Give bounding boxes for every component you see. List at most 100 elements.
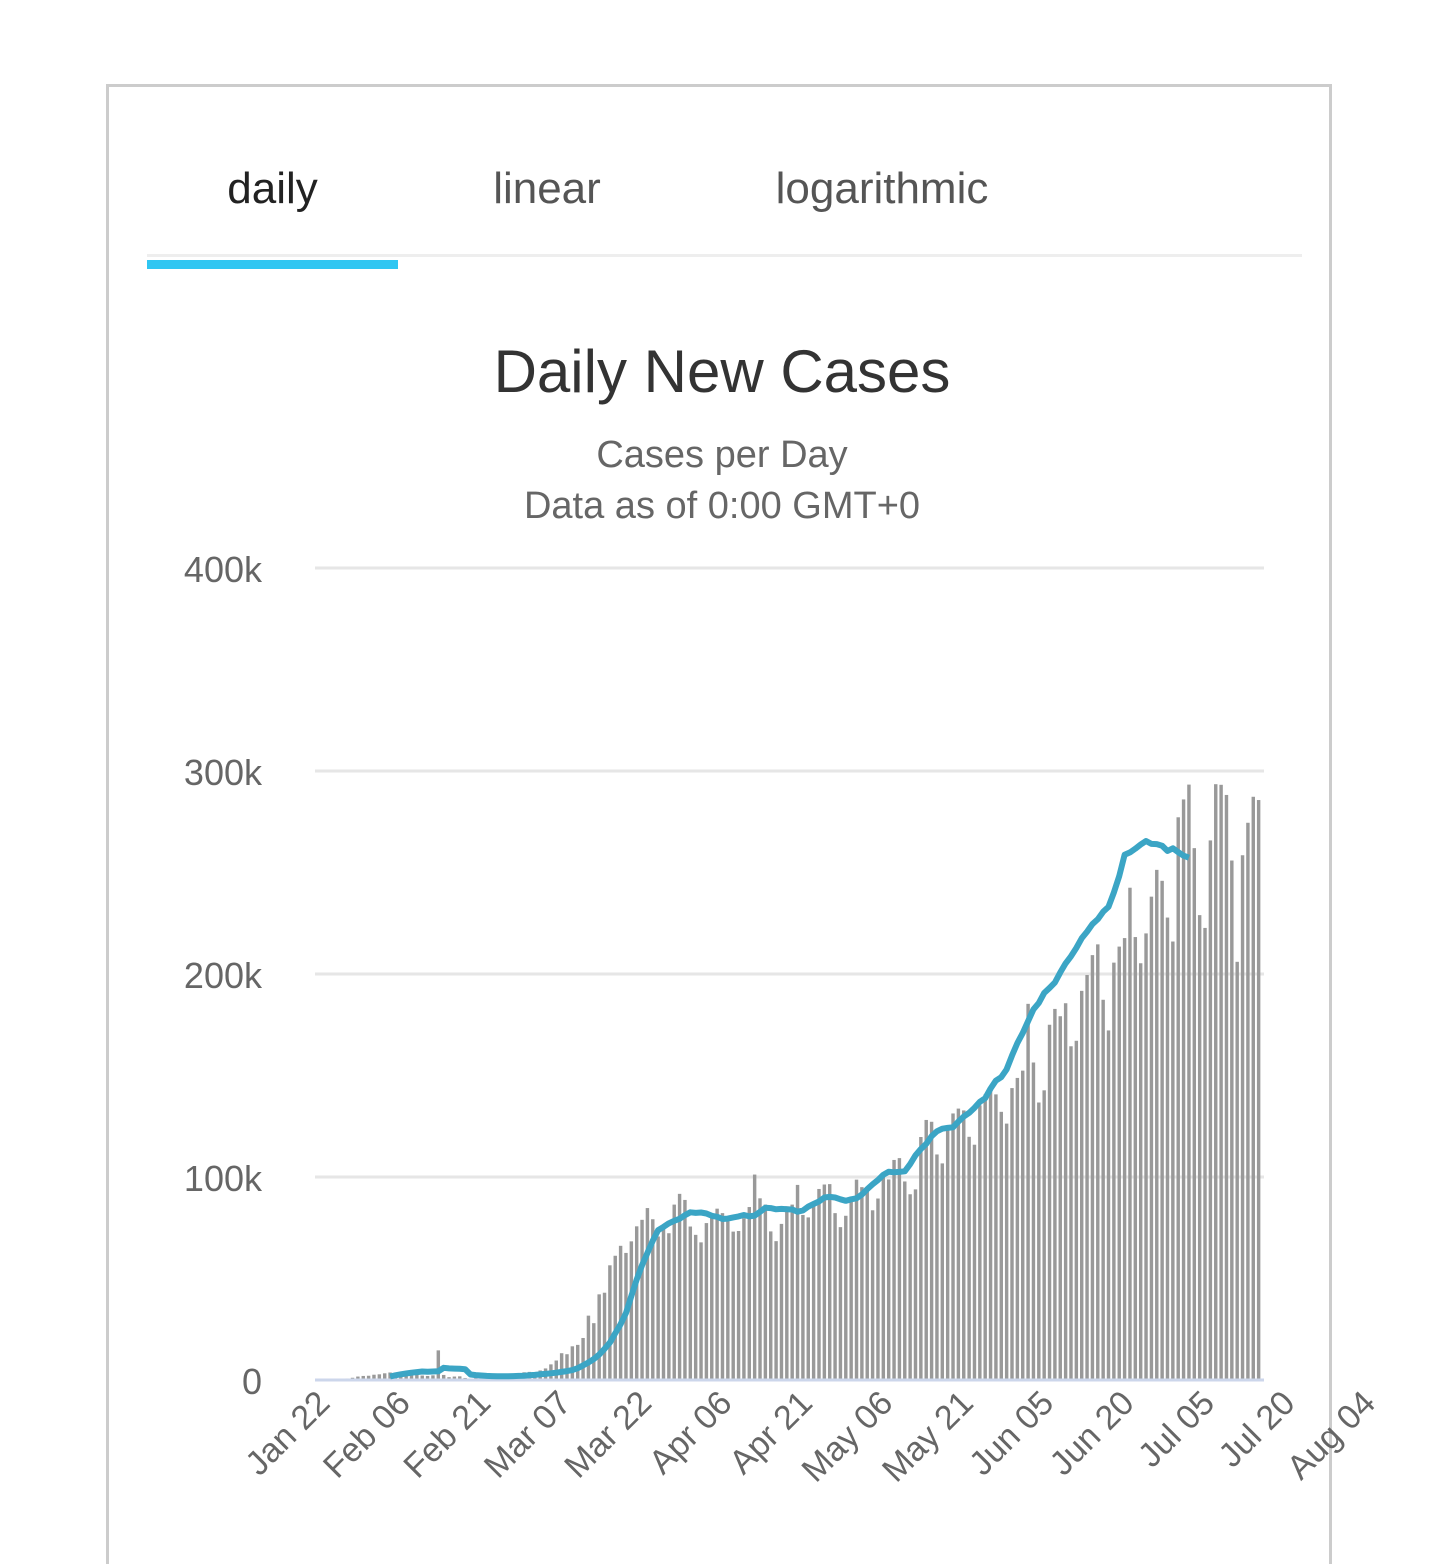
- bar: [737, 1231, 740, 1380]
- bar: [780, 1224, 783, 1380]
- x-tick-label: Mar 22: [557, 1384, 659, 1486]
- x-tick-label: Mar 07: [477, 1384, 579, 1486]
- bar: [807, 1217, 810, 1380]
- bar: [715, 1209, 718, 1380]
- bar: [1075, 1041, 1078, 1380]
- bar: [608, 1265, 611, 1380]
- x-tick-label: Feb 06: [316, 1384, 418, 1486]
- bar: [823, 1185, 826, 1380]
- bar: [1230, 861, 1233, 1380]
- x-tick-label: Feb 21: [396, 1384, 498, 1486]
- y-tick-label: 100k: [184, 1158, 263, 1199]
- bar: [1134, 937, 1137, 1380]
- bar: [640, 1220, 643, 1380]
- bar: [576, 1345, 579, 1380]
- bar: [833, 1213, 836, 1380]
- bar: [935, 1154, 938, 1380]
- bar: [1080, 991, 1083, 1380]
- bar: [946, 1130, 949, 1380]
- bar: [742, 1218, 745, 1380]
- bar: [1214, 784, 1217, 1380]
- bar: [957, 1109, 960, 1380]
- bar: [1155, 870, 1158, 1380]
- bar: [753, 1175, 756, 1380]
- bar: [614, 1256, 617, 1380]
- bar: [673, 1205, 676, 1380]
- bar: [1000, 1112, 1003, 1380]
- bar: [1203, 928, 1206, 1380]
- bar: [1026, 1004, 1029, 1380]
- bar: [1246, 823, 1249, 1380]
- bar: [1069, 1046, 1072, 1380]
- x-tick-label: Jun 05: [962, 1384, 1061, 1483]
- bar: [1144, 933, 1147, 1380]
- bar: [699, 1242, 702, 1380]
- bar: [1182, 799, 1185, 1380]
- bar: [1112, 963, 1115, 1380]
- bar: [1241, 855, 1244, 1380]
- bar: [774, 1241, 777, 1380]
- y-tick-label: 300k: [184, 752, 263, 793]
- bar: [587, 1316, 590, 1380]
- bar: [1107, 1030, 1110, 1380]
- bar: [603, 1293, 606, 1380]
- bar: [731, 1232, 734, 1380]
- bar: [860, 1187, 863, 1380]
- y-tick-label: 0: [242, 1361, 262, 1402]
- bar: [694, 1235, 697, 1380]
- bar: [828, 1184, 831, 1380]
- bar: [646, 1208, 649, 1380]
- bar: [876, 1199, 879, 1380]
- bar: [903, 1181, 906, 1380]
- bar: [1139, 963, 1142, 1380]
- bar: [1101, 1000, 1104, 1380]
- bar: [1085, 975, 1088, 1380]
- bar: [1096, 944, 1099, 1380]
- bar: [973, 1145, 976, 1380]
- bar: [983, 1094, 986, 1380]
- bar: [898, 1158, 901, 1380]
- bar: [597, 1294, 600, 1380]
- bar: [1005, 1124, 1008, 1380]
- bar: [962, 1110, 965, 1380]
- bar: [721, 1213, 724, 1380]
- bar: [667, 1233, 670, 1380]
- x-tick-label: Jul 05: [1131, 1384, 1222, 1475]
- bar: [839, 1227, 842, 1380]
- bar: [882, 1174, 885, 1380]
- bar: [871, 1210, 874, 1380]
- bar: [1118, 947, 1121, 1380]
- bar: [1091, 955, 1094, 1380]
- bar: [925, 1120, 928, 1380]
- bar: [801, 1215, 804, 1380]
- bar: [989, 1089, 992, 1380]
- bar: [565, 1354, 568, 1380]
- bar: [1059, 1016, 1062, 1380]
- bar: [1198, 915, 1201, 1380]
- bar: [967, 1137, 970, 1380]
- bar: [619, 1246, 622, 1380]
- bar: [635, 1226, 638, 1380]
- bar: [1053, 1009, 1056, 1380]
- bar: [710, 1217, 713, 1380]
- bar: [1166, 918, 1169, 1380]
- bar: [705, 1223, 708, 1380]
- bar: [1225, 795, 1228, 1380]
- bar: [689, 1227, 692, 1380]
- bar: [849, 1201, 852, 1380]
- bar: [994, 1094, 997, 1380]
- bar: [919, 1137, 922, 1380]
- x-tick-label: Apr 06: [642, 1384, 740, 1482]
- moving-average-line: [390, 841, 1189, 1377]
- bar: [1193, 848, 1196, 1380]
- bar: [978, 1105, 981, 1380]
- bar: [866, 1188, 869, 1380]
- bar: [941, 1163, 944, 1380]
- bar: [887, 1179, 890, 1380]
- bar: [1042, 1090, 1045, 1380]
- bar: [592, 1323, 595, 1380]
- bar: [581, 1338, 584, 1380]
